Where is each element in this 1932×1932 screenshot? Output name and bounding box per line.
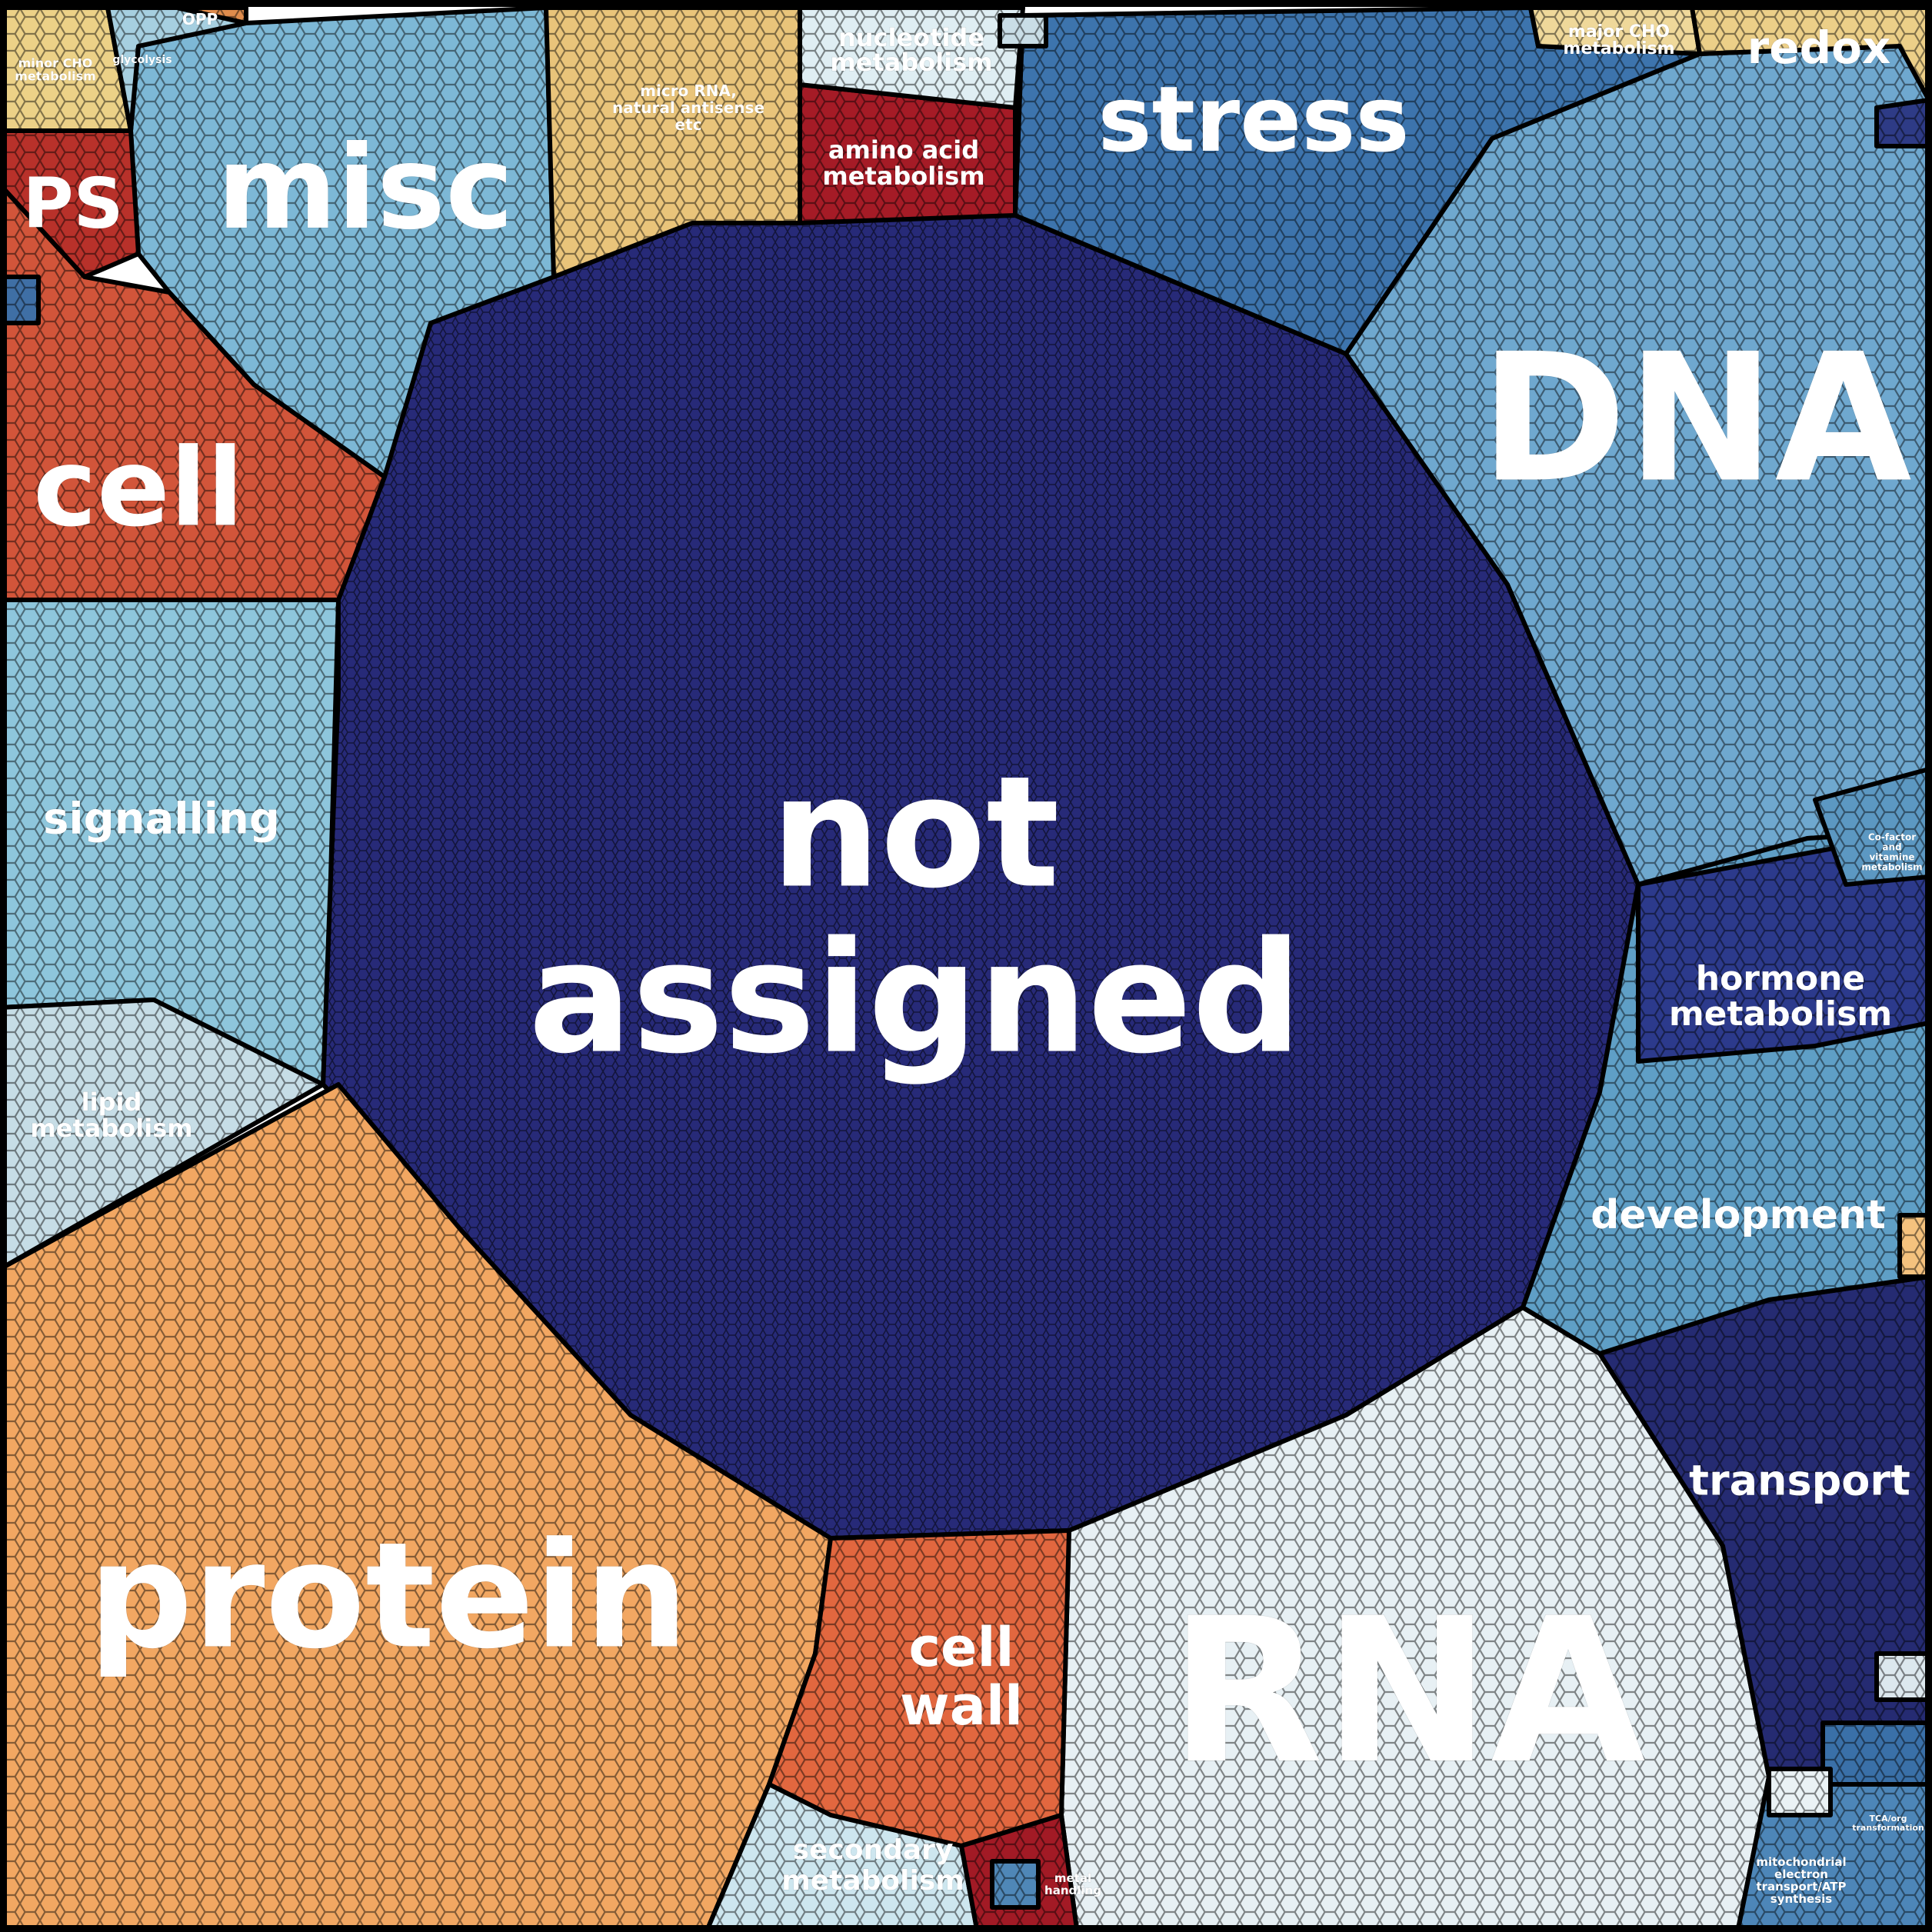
cell-mesh-co-factor-and-vitamine-metabolism (1815, 769, 1929, 884)
cell-mesh-tetrapyrrole-synthesis (992, 1861, 1038, 1907)
label-nucleotide-metabolism: nucleotide metabolism (830, 23, 992, 77)
label-major-cho-metabolism: major CHO metabolism (1563, 22, 1674, 58)
cell-cell-wall (767, 1528, 1071, 1848)
label-transport: transport (1689, 1457, 1910, 1505)
cell-mesh-cell-wall (769, 1531, 1069, 1846)
cell-c1-metabolism (0, 275, 41, 325)
cell-mesh-transport (1600, 1277, 1929, 1777)
label-lipid-metabolism: lipid metabolism (30, 1088, 192, 1143)
cell-mesh-major-cho-metabolism (1531, 8, 1700, 54)
cell-ps (0, 128, 141, 279)
cell-mesh-n-metabolism (1769, 1769, 1830, 1815)
cell-hormone-metabolism (1636, 828, 1931, 1064)
cell-mesh-polyamine-metabolism (1877, 1654, 1929, 1700)
cell-gluconeogenese-glyoxylate-cycle (1897, 1213, 1931, 1279)
cell-mesh-micro-rna-natural-antisense-etc (546, 8, 800, 277)
cell-mesh-secondary-metabolism (708, 1784, 977, 1929)
cell-mesh-s-assimilation (1000, 15, 1046, 46)
cell-stress (1013, 5, 1702, 356)
label-metal-handling: metal handling (1044, 1871, 1101, 1897)
cell-mesh-stress (1015, 8, 1700, 354)
label-ps: PS (23, 164, 124, 245)
cell-fermentation (1874, 98, 1931, 148)
cell-mesh-signalling (0, 600, 338, 1084)
label-rna: RNA (1169, 1576, 1647, 1808)
cell-mesh-opp (177, 8, 246, 23)
cell-mesh-hormone-metabolism (1638, 831, 1929, 1061)
label-opp: OPP (182, 10, 218, 28)
label-co-factor-and-vitamine-metabolism: Co-factor and vitamine metabolism (1861, 832, 1922, 873)
cell-tetrapyrrole-synthesis (990, 1859, 1041, 1910)
cell-rna (1059, 1305, 1771, 1931)
label-redox: redox (1747, 22, 1891, 74)
cell-mesh-misc (131, 8, 554, 492)
label-dna: DNA (1480, 317, 1911, 522)
label-amino-acid-metabolism: amino acid metabolism (822, 135, 984, 191)
cell-major-cho-metabolism (1528, 5, 1702, 56)
label-mitochondrial-electron-transport-atp-synthesis: mitochondrial electron transport/ATP synthe… (1756, 1855, 1846, 1906)
cell-mesh-not-assigned (323, 215, 1638, 1538)
cell-opp (175, 5, 248, 25)
cell-mesh-gluconeogenese-glyoxylate-cycle (1900, 1215, 1929, 1277)
cell-mesh-dna (1346, 46, 1929, 884)
label-protein: protein (88, 1511, 688, 1681)
label-secondary-metabolism: secondary metabolism (781, 1834, 964, 1897)
label-development: development (1591, 1192, 1886, 1238)
cell-minor-cho-metabolism (0, 5, 133, 133)
cell-s-assimilation (998, 13, 1048, 48)
cell-mesh-glycolysis (108, 8, 246, 131)
cell-mesh-nucleotide-metabolism (800, 8, 1023, 108)
label-minor-cho-metabolism: minor CHO metabolism (15, 55, 96, 83)
cell-mesh-lipid-metabolism (0, 1000, 323, 1269)
label-tca-org-transformation: TCA/org transformation (1852, 1814, 1924, 1833)
cell-lipid-metabolism (0, 998, 325, 1271)
cell-cell (0, 182, 387, 602)
cell-signalling (0, 598, 341, 1087)
cell-mesh-cell (0, 185, 385, 600)
label-cell-wall: cell wall (900, 1616, 1023, 1737)
cell-mesh-ps (0, 131, 138, 277)
cell-mesh-redox (1692, 8, 1929, 100)
cell-redox (1690, 5, 1931, 102)
cell-co-factor-and-vitamine-metabolism (1813, 767, 1931, 887)
cell-mesh-minor-cho-metabolism (0, 8, 131, 131)
cell-mesh-c1-metabolism (0, 277, 38, 323)
cell-mesh-tca-org-transformation (1823, 1723, 1929, 1784)
label-misc: misc (217, 122, 514, 255)
cell-nucleotide-metabolism (798, 5, 1025, 110)
cell-amino-acid-metabolism (798, 82, 1018, 225)
label-not-assigned: not assigned (528, 743, 1302, 1088)
cell-n-metabolism (1767, 1767, 1833, 1817)
label-stress: stress (1098, 66, 1409, 172)
cell-tca-org-transformation (1820, 1720, 1931, 1787)
cell-mesh-fermentation (1877, 100, 1929, 146)
cell-polyamine-metabolism (1874, 1651, 1931, 1702)
cell-mesh-rna (1061, 1307, 1769, 1929)
label-cell: cell (33, 426, 244, 551)
label-hormone-metabolism: hormone metabolism (1669, 959, 1892, 1034)
label-micro-rna-natural-antisense-etc: micro RNA, natural antisense etc (612, 82, 764, 134)
label-signalling: signalling (43, 794, 280, 844)
cell-mesh-protein (0, 1084, 831, 1929)
cell-glycolysis (105, 5, 248, 133)
label-glycolysis: glycolysis (112, 54, 172, 66)
cell-micro-rna-natural-antisense-etc (544, 5, 802, 279)
cell-mesh-amino-acid-metabolism (800, 85, 1015, 223)
cell-not-assigned (321, 213, 1641, 1541)
